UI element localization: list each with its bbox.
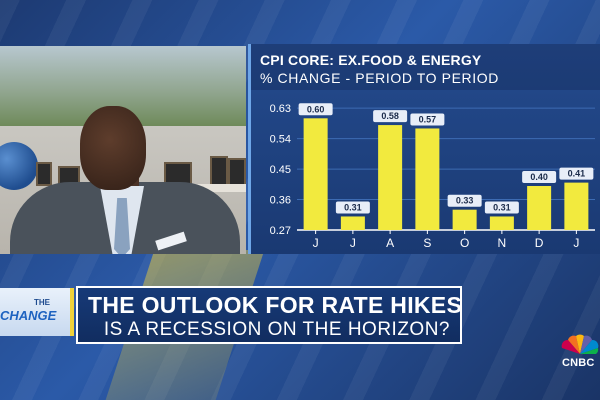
photo-frame xyxy=(36,162,52,186)
headline: THE OUTLOOK FOR RATE HIKES xyxy=(88,292,463,318)
headline-box: THE OUTLOOK FOR RATE HIKES IS A RECESSIO… xyxy=(76,286,462,344)
data-label-badge xyxy=(484,201,519,214)
bar xyxy=(415,128,440,230)
guest-video-feed xyxy=(0,46,246,254)
data-label: 0.31 xyxy=(493,202,511,212)
network-logo-text: CNBC xyxy=(562,357,595,369)
bar xyxy=(527,186,552,230)
x-tick-label: J xyxy=(573,236,579,250)
data-label-badge xyxy=(447,194,482,207)
chart-panel: CPI CORE: EX.FOOD & ENERGY % CHANGE - PE… xyxy=(248,44,600,254)
bar xyxy=(340,216,365,230)
x-tick-label: J xyxy=(350,236,356,250)
data-label: 0.40 xyxy=(530,172,548,182)
chart-subtitle: % CHANGE - PERIOD TO PERIOD xyxy=(260,70,499,86)
data-label: 0.33 xyxy=(456,196,474,206)
data-label: 0.58 xyxy=(381,111,399,121)
globe-icon xyxy=(0,142,38,190)
guest-tie xyxy=(114,198,130,254)
y-tick-label: 0.36 xyxy=(270,195,291,207)
data-label-badge xyxy=(298,103,333,116)
x-tick-label: D xyxy=(535,236,544,250)
y-tick-label: 0.54 xyxy=(270,134,291,146)
x-tick-label: A xyxy=(386,236,394,250)
guest-head xyxy=(80,106,146,190)
y-tick-label: 0.63 xyxy=(270,103,291,115)
chart-header xyxy=(251,44,600,90)
peacock-icon xyxy=(561,334,599,354)
bar xyxy=(452,209,477,230)
bar xyxy=(378,125,403,230)
data-label: 0.41 xyxy=(568,169,586,179)
bar xyxy=(489,216,514,230)
x-tick-label: J xyxy=(313,236,319,250)
data-label-badge xyxy=(559,167,594,180)
chart-title: CPI CORE: EX.FOOD & ENERGY xyxy=(260,52,482,68)
data-label-badge xyxy=(373,110,408,123)
bar xyxy=(564,182,589,230)
subheadline: IS A RECESSION ON THE HORIZON? xyxy=(103,319,450,340)
y-tick-label: 0.27 xyxy=(270,225,291,237)
x-tick-label: N xyxy=(498,236,507,250)
bar xyxy=(303,118,328,230)
data-label-badge xyxy=(335,201,370,214)
data-label-badge xyxy=(522,171,557,183)
bar-chart: 0.63 0.54 0.45 0.36 0.27 0.60 J 0.31 J 0.58 A 0.57 S… xyxy=(270,103,595,250)
data-label: 0.31 xyxy=(344,202,362,212)
data-label: 0.57 xyxy=(419,114,437,124)
show-logo-bottom: CHANGE xyxy=(0,308,57,323)
show-logo-top: THE xyxy=(34,298,50,307)
x-tick-label: S xyxy=(423,236,431,250)
show-logo: THE CHANGE xyxy=(0,288,74,336)
data-label-badge xyxy=(410,113,445,126)
x-tick-label: O xyxy=(460,236,469,250)
y-tick-label: 0.45 xyxy=(270,164,291,176)
data-label: 0.60 xyxy=(307,104,325,114)
